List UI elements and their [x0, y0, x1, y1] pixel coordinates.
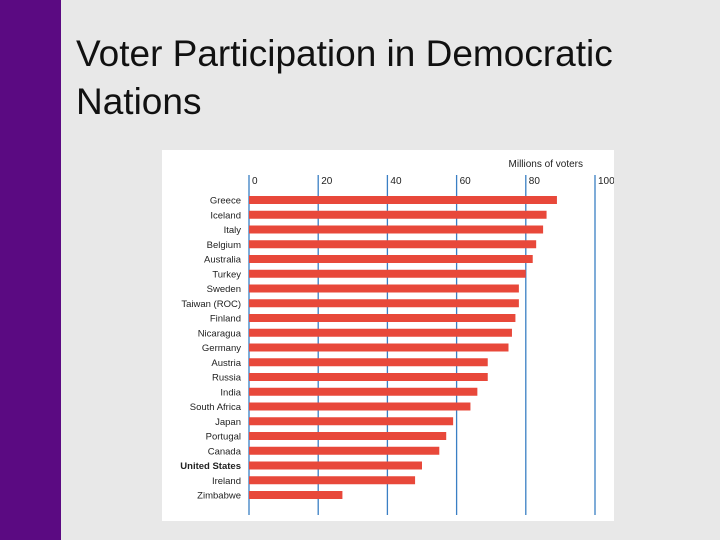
bar: [249, 255, 533, 263]
category-label: Zimbabwe: [197, 491, 241, 502]
bar: [249, 299, 519, 308]
category-label: India: [220, 387, 241, 398]
category-label: Belgium: [207, 240, 241, 251]
category-label: Turkey: [212, 269, 241, 280]
bar: [249, 387, 478, 396]
category-label: Japan: [215, 417, 241, 428]
bar: [249, 343, 509, 352]
bar: [249, 446, 440, 455]
category-label: Austria: [211, 358, 241, 369]
bar: [249, 196, 557, 204]
category-label: Portugal: [206, 432, 241, 443]
x-axis-title: Millions of voters: [509, 159, 583, 170]
bar: [249, 491, 343, 499]
chart-panel: Millions of voters 0 20 40 60 80 100 Greece Icel…: [162, 150, 614, 521]
category-label: South Africa: [190, 402, 242, 413]
x-tick-label: 100: [598, 176, 614, 187]
category-label: Canada: [208, 446, 242, 457]
bar: [249, 328, 512, 337]
bar: [249, 284, 519, 293]
bar: [249, 373, 488, 381]
category-label: Nicaragua: [198, 328, 242, 339]
x-tick-label: 60: [460, 176, 472, 187]
category-label: Taiwan (ROC): [181, 299, 241, 310]
bar: [249, 314, 516, 322]
category-label: Australia: [204, 255, 242, 266]
category-label: United States: [180, 461, 241, 472]
bar: [249, 432, 447, 440]
category-label: Ireland: [212, 476, 241, 487]
category-label: Italy: [224, 225, 242, 236]
bar-chart: Millions of voters 0 20 40 60 80 100 Greece Icel…: [180, 159, 614, 515]
x-tick-label: 20: [321, 176, 333, 187]
bar: [249, 461, 422, 470]
sidebar-accent: [0, 0, 61, 540]
slide-title: Voter Participation in Democratic Nation…: [76, 33, 613, 122]
bar: [249, 476, 416, 485]
category-label: Greece: [210, 196, 241, 207]
bar: [249, 402, 471, 411]
category-label: Russia: [212, 373, 242, 384]
bar: [249, 417, 454, 426]
x-tick-label: 80: [529, 176, 541, 187]
x-tick-label: 0: [252, 176, 258, 187]
bar: [249, 358, 488, 367]
x-tick-label: 40: [390, 176, 402, 187]
category-label: Iceland: [210, 210, 241, 221]
category-label: Sweden: [207, 284, 241, 295]
category-label: Germany: [202, 343, 241, 354]
bar: [249, 240, 537, 249]
bar: [249, 269, 526, 278]
bar: [249, 210, 547, 219]
category-label: Finland: [210, 314, 241, 325]
bar: [249, 225, 544, 234]
